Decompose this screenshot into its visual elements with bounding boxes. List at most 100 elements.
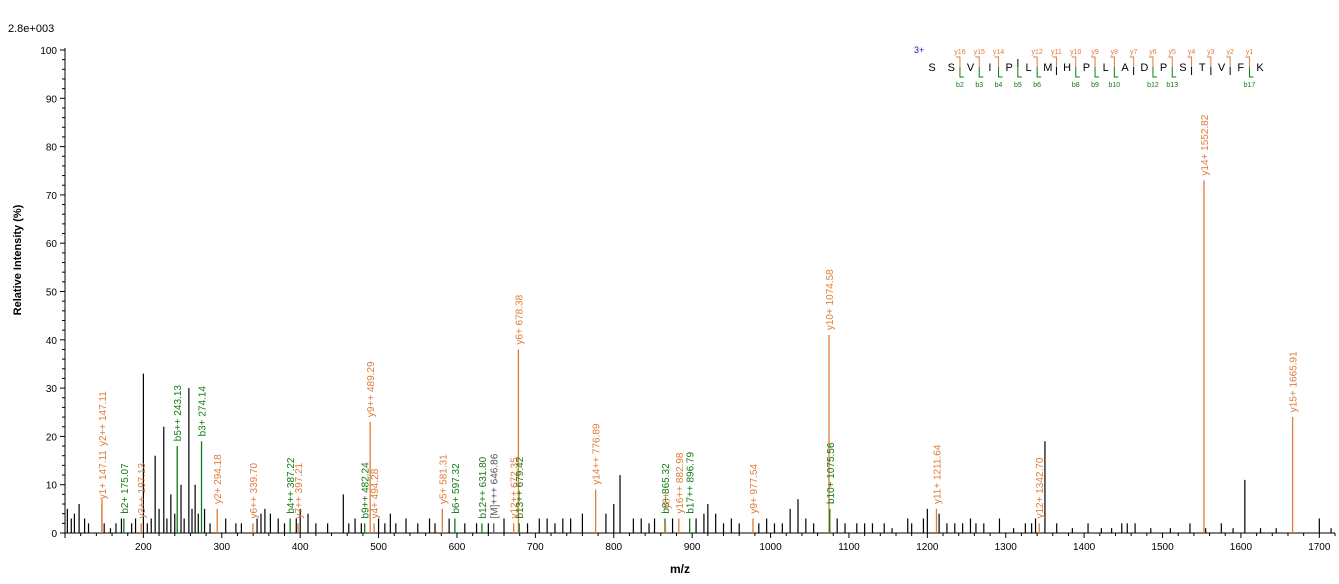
peak-label: b12++ 631.80 bbox=[478, 456, 489, 518]
x-tick-label: 300 bbox=[213, 542, 230, 553]
x-tick-label: 500 bbox=[370, 542, 387, 553]
y-ion-label: y10 bbox=[1070, 49, 1081, 56]
peak-label: y11+ 1211.64 bbox=[932, 444, 943, 504]
y-cleavage-mark bbox=[1033, 56, 1038, 67]
b-ion-label: b5 bbox=[1014, 82, 1022, 89]
y-tick-label: 70 bbox=[46, 191, 58, 202]
y-tick-label: 80 bbox=[46, 143, 58, 154]
y-cleavage-mark bbox=[1052, 56, 1057, 67]
x-tick-label: 1000 bbox=[759, 542, 782, 553]
b-cleavage-mark bbox=[1017, 67, 1022, 78]
peak-label: b8+ 865.32 bbox=[661, 463, 672, 514]
x-tick-label: 900 bbox=[684, 542, 701, 553]
peak-labels: y1+ 147.11 y2++ 147.11 b2+ 175.07 y3++ 197.… bbox=[98, 114, 1300, 518]
peak-label: y10+ 1074.58 bbox=[825, 269, 836, 330]
y-tick-label: 50 bbox=[46, 288, 58, 299]
x-tick-label: 1100 bbox=[838, 542, 860, 553]
y-tick-label: 30 bbox=[46, 384, 58, 395]
peak-label: b5++ 243.13 bbox=[173, 385, 184, 442]
x-tick-label: 700 bbox=[527, 542, 544, 553]
x-tick-label: 1200 bbox=[916, 542, 939, 553]
peak-label: y9+ 977.54 bbox=[749, 463, 760, 513]
charge-state-label: 3+ bbox=[914, 45, 924, 55]
b-cleavage-mark bbox=[959, 67, 964, 78]
y-cleavage-mark bbox=[1245, 56, 1250, 67]
peaks bbox=[66, 180, 1332, 533]
b-ion-label: b9 bbox=[1091, 82, 1099, 89]
y-tick-label: 90 bbox=[46, 94, 58, 105]
peak-label: y15+ 1665.91 bbox=[1289, 351, 1300, 412]
peak-label: b6+ 597.32 bbox=[451, 463, 462, 514]
b-ion-label: b4 bbox=[995, 82, 1003, 89]
y-ion-label: y12 bbox=[1032, 49, 1043, 56]
residue-letter: K bbox=[1256, 62, 1264, 74]
residue-letter: P bbox=[1160, 62, 1167, 74]
y-ion-label: y7 bbox=[1130, 49, 1138, 56]
y-tick-label: 0 bbox=[51, 529, 57, 540]
residue-letter: M bbox=[1043, 62, 1052, 74]
residue-letter: L bbox=[1103, 62, 1109, 74]
peak-label: y14+ 1552.82 bbox=[1200, 114, 1211, 175]
y-ion-label: y2 bbox=[1226, 49, 1234, 56]
b-cleavage-mark bbox=[1075, 67, 1080, 78]
peak-label: y6+ 678.38 bbox=[514, 294, 525, 344]
y-ion-label: y3 bbox=[1207, 49, 1215, 56]
x-tick-label: 400 bbox=[292, 542, 309, 553]
x-tick-label: 600 bbox=[449, 542, 466, 553]
y-cleavage-mark bbox=[1206, 56, 1212, 67]
y-cleavage-mark bbox=[1226, 56, 1231, 67]
peak-label: b10+ 1075.56 bbox=[826, 442, 837, 504]
peak-label: b9++ 482.24 bbox=[361, 462, 372, 519]
y-ion-label: y14 bbox=[993, 49, 1004, 56]
peak-label: b4++ 387.22 bbox=[286, 457, 297, 514]
residue-letter: F bbox=[1237, 62, 1244, 74]
residue-letter: V bbox=[967, 62, 975, 74]
peak-label: y1+ 147.11 bbox=[98, 450, 109, 499]
y-ion-label: y11 bbox=[1051, 49, 1062, 56]
x-tick-label: 200 bbox=[135, 542, 152, 553]
y-ion-label: y1 bbox=[1246, 49, 1254, 56]
residue-letter: P bbox=[1083, 62, 1090, 74]
b-cleavage-mark bbox=[1171, 67, 1177, 78]
y-cleavage-mark bbox=[1148, 56, 1154, 67]
peak-label: y6++ 339.70 bbox=[249, 462, 260, 518]
b-cleavage-mark bbox=[998, 67, 1003, 78]
peak-label: y5+ 581.31 bbox=[438, 454, 449, 504]
peak-label: b13++ 679.42 bbox=[515, 456, 526, 518]
residue-letter: T bbox=[1199, 62, 1206, 74]
y-tick-label: 100 bbox=[40, 46, 57, 57]
b-cleavage-mark bbox=[978, 67, 984, 78]
y-ion-label: y15 bbox=[974, 49, 985, 56]
y-cleavage-mark bbox=[1091, 56, 1096, 67]
peak-label: y2+ 294.18 bbox=[213, 454, 224, 504]
b-ion-label: b3 bbox=[975, 82, 983, 89]
peak-label: y8+ bbox=[662, 492, 673, 509]
x-tick-label: 1300 bbox=[995, 542, 1018, 553]
peak-label: [M]+++ 646.86 bbox=[490, 453, 501, 518]
y-axis-label: Relative Intensity (%) bbox=[12, 204, 24, 315]
peak-label: y12++ 672.35 bbox=[510, 457, 521, 519]
residue-letter: S bbox=[928, 62, 935, 74]
peak-label: b17++ 896.79 bbox=[686, 452, 697, 514]
peak-label: y3++ 197.13 bbox=[137, 462, 148, 518]
axes: 0 10 20 30 40 50 60 70 80 90 100 200 300 400 500 600 700… bbox=[40, 46, 1336, 553]
residue-letter: L bbox=[1025, 62, 1031, 74]
peak-label: b2+ 175.07 bbox=[120, 463, 131, 514]
y-tick-label: 60 bbox=[46, 239, 58, 250]
max-intensity-label: 2.8e+003 bbox=[8, 23, 54, 35]
b-cleavage-mark bbox=[1248, 67, 1254, 78]
y-ion-label: y5 bbox=[1169, 49, 1177, 56]
residue-letter: H bbox=[1063, 62, 1071, 74]
x-tick-label: 1400 bbox=[1073, 542, 1096, 553]
b-cleavage-mark bbox=[1113, 67, 1119, 78]
y-cleavage-mark bbox=[975, 56, 980, 67]
residue-letter: P bbox=[1006, 62, 1013, 74]
peak-label: y16++ 882.98 bbox=[675, 452, 686, 514]
y-cleavage-mark bbox=[1129, 56, 1135, 67]
b-ion-label: b17 bbox=[1244, 82, 1256, 89]
y-ion-label: y4 bbox=[1188, 49, 1196, 56]
y-cleavage-mark bbox=[994, 56, 1000, 67]
